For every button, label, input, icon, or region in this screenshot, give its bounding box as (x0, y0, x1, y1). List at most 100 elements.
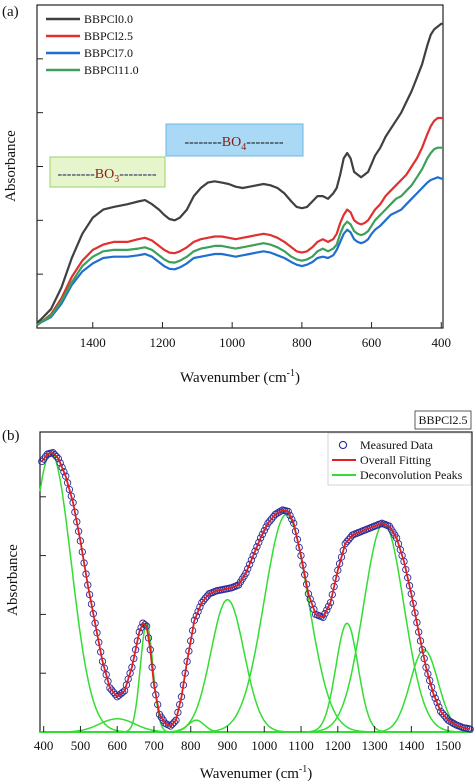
measured-point (267, 515, 276, 523)
deconvolution-peak (39, 452, 471, 733)
legend-label: BBPCl0.0 (84, 12, 133, 26)
measured-point (343, 537, 351, 546)
measured-point (255, 538, 263, 547)
measured-point (448, 718, 456, 727)
bo3-band-label: --------BO3-------- (57, 167, 156, 185)
measured-point (244, 565, 252, 573)
x-tick-label: 1200 (149, 335, 175, 350)
measured-point (440, 712, 449, 720)
measured-point (58, 463, 66, 472)
series-line-bbpcl7-0 (36, 176, 443, 327)
measured-point (306, 595, 314, 603)
sample-tag: BBPCl2.5 (414, 410, 472, 430)
x-tick-label: 700 (144, 738, 164, 753)
sample-tag-label: BBPCl2.5 (418, 413, 467, 427)
x-tick-label: 600 (362, 335, 382, 350)
measured-point (321, 610, 329, 618)
measured-point (345, 535, 353, 544)
measured-point (256, 534, 265, 542)
x-tick-label: 800 (292, 335, 312, 350)
measured-point (273, 509, 281, 517)
legend-label: BBPCl11.0 (84, 63, 139, 77)
bo3-band-box (49, 156, 166, 188)
series-line-bbpcl11-0 (36, 146, 443, 327)
x-tick-label: 400 (432, 335, 452, 350)
measured-point (40, 455, 48, 463)
x-tick-label: 1000 (251, 738, 277, 753)
measured-point (56, 459, 64, 467)
measured-point (319, 613, 327, 621)
measured-point (119, 688, 127, 696)
measured-point (249, 551, 257, 560)
panel-b-x-axis-title: Wavenumer (cm-1) (200, 764, 313, 782)
measured-point (166, 722, 175, 730)
sample-tag-box (414, 410, 472, 430)
x-tick-label: 1400 (398, 738, 424, 753)
panel-a-legend: BBPCl0.0 BBPCl2.5 BBPCl7.0 BBPCl11.0 (46, 12, 139, 77)
measured-point (251, 547, 259, 555)
measured-point (286, 511, 294, 520)
panel-b-axes: 400 500 600 700 800 900 1000 1100 1200 1300 1400 15… (34, 496, 461, 753)
measured-point (242, 569, 250, 577)
legend-label: BBPCl7.0 (84, 46, 133, 60)
measured-point (310, 605, 318, 613)
bo4-band-box (165, 123, 304, 157)
bo4-band: --------BO4-------- (165, 123, 304, 157)
x-tick-label: 600 (107, 738, 127, 753)
x-tick-label: 1300 (362, 738, 388, 753)
legend-label: Overall Fitting (360, 453, 431, 467)
measured-point (198, 598, 206, 607)
measured-point (52, 452, 61, 461)
deconvolution-peak (40, 623, 471, 733)
measured-point (108, 686, 116, 694)
series-line-bbpcl0-0 (36, 22, 443, 324)
measured-point (266, 517, 274, 525)
measured-point (199, 596, 208, 605)
measured-point (245, 560, 254, 569)
measured-point (192, 612, 200, 620)
x-tick-label: 1200 (325, 738, 351, 753)
panel-a-axes: 1400 1200 1000 800 600 400 (37, 4, 452, 350)
overall-fit-line (41, 451, 471, 730)
x-tick-label: 1400 (80, 335, 106, 350)
panel-b-series-group (38, 449, 474, 733)
panel-b-y-axis-title: Absorbance (5, 544, 21, 616)
measured-point (262, 523, 270, 531)
panel-b-label: (b) (2, 428, 20, 444)
panel-a-x-axis-title: Wavenumber (cm-1) (180, 368, 300, 386)
measured-point (437, 707, 445, 716)
measured-point (324, 602, 333, 610)
bo3-band: --------BO3-------- (49, 156, 166, 188)
measured-point (54, 454, 63, 463)
measured-point (109, 688, 118, 696)
measured-point (201, 594, 210, 602)
measured-point (264, 519, 272, 527)
panel-a-series-group (36, 22, 443, 327)
measured-point (60, 468, 68, 476)
panel-b: (b) BBPCl2.5 400 500 600 700 800 900 1000 1100 1… (2, 410, 474, 782)
legend-swatch (338, 440, 348, 450)
legend-label: Measured Data (360, 438, 434, 452)
legend-label: BBPCl2.5 (84, 29, 133, 43)
measured-point (194, 607, 202, 616)
measured-point (288, 515, 296, 523)
measured-point (51, 451, 59, 459)
panel-a-y-axis-title: Absorbance (3, 130, 19, 202)
measured-point (271, 510, 279, 519)
x-tick-label: 1500 (435, 738, 461, 753)
measured-point (446, 717, 454, 725)
measured-point (168, 720, 177, 728)
measured-point (196, 603, 204, 611)
measured-point (247, 556, 256, 564)
measured-point (161, 719, 169, 727)
deconvolution-peak (40, 648, 471, 733)
measured-point (170, 718, 178, 726)
panel-a: (a) --------BO3-------- --------BO4-----… (2, 4, 451, 386)
measured-point (308, 600, 316, 608)
measured-point (433, 698, 441, 707)
measured-point (260, 526, 268, 535)
panel-a-label: (a) (2, 4, 19, 20)
measured-point (253, 543, 261, 551)
